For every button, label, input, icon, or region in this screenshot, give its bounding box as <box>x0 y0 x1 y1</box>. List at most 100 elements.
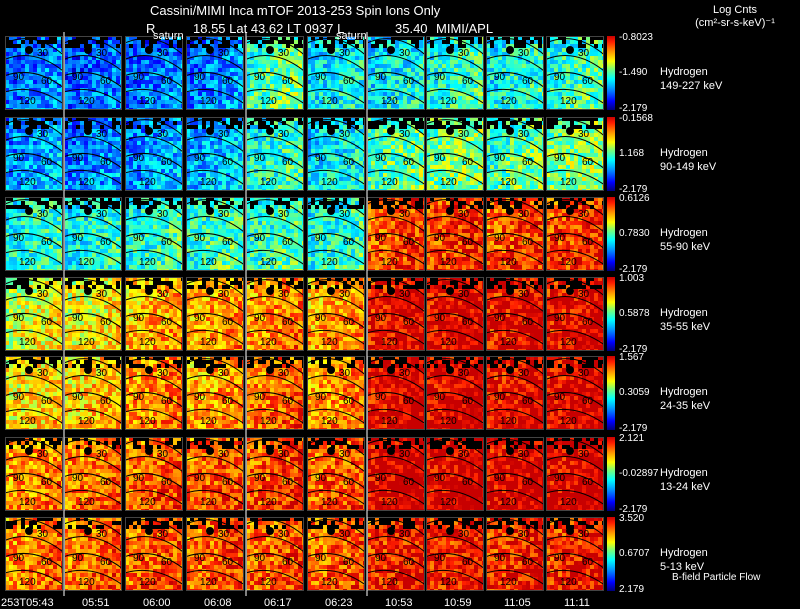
contour-label: 90 <box>254 473 266 484</box>
contour-label: 30 <box>518 289 530 300</box>
contour-label: 30 <box>399 368 411 379</box>
contour-label: 30 <box>278 529 290 540</box>
contour-label: 30 <box>518 529 530 540</box>
row-energy: 35-55 keV <box>660 321 710 334</box>
saturn-marker <box>145 527 153 535</box>
row-species: Hydrogen <box>660 386 708 399</box>
contour-label: 90 <box>133 473 145 484</box>
contour-label: 90 <box>254 72 266 83</box>
colorbar-max: 3.520 <box>619 513 644 524</box>
panel-frame <box>186 117 244 191</box>
contour-label: 60 <box>282 237 294 248</box>
heatmap-panel <box>246 277 304 351</box>
saturn-marker <box>145 46 153 54</box>
colorbar-mid: 1.168 <box>619 148 644 159</box>
panel-frame <box>186 437 244 511</box>
saturn-marker <box>446 527 454 535</box>
colorbar-min: -2.179 <box>619 184 647 195</box>
heatmap-panel <box>367 517 425 591</box>
contour-label: 120 <box>260 337 277 348</box>
time-tick: 11:11 <box>564 597 590 609</box>
time-tick: 06:00 <box>143 597 171 609</box>
contour-label: 90 <box>494 313 506 324</box>
heatmap-panel <box>307 36 365 110</box>
contour-label: 120 <box>321 257 338 268</box>
heatmap-panel <box>186 437 244 511</box>
contour-label: 90 <box>254 233 266 244</box>
contour-label: 120 <box>139 177 156 188</box>
saturn-marker <box>25 207 33 215</box>
contour-label: 30 <box>218 48 230 59</box>
colorbar-max: 1.003 <box>619 273 644 284</box>
contour-label: 120 <box>139 577 156 588</box>
contour-label: 90 <box>434 553 446 564</box>
saturn-marker <box>387 46 395 54</box>
contour-label: 120 <box>139 257 156 268</box>
contour-label: 90 <box>315 233 327 244</box>
contour-label: 120 <box>560 257 577 268</box>
contour-label: 90 <box>375 72 387 83</box>
contour-label: 90 <box>194 313 206 324</box>
saturn-marker <box>266 46 274 54</box>
contour-label: 30 <box>578 289 590 300</box>
contour-label: 60 <box>222 396 234 407</box>
saturn-marker <box>566 447 574 455</box>
contour-label: 120 <box>260 96 277 107</box>
contour-label: 60 <box>343 317 355 328</box>
contour-label: 90 <box>434 233 446 244</box>
contour-label: 30 <box>37 209 49 220</box>
panel-frame <box>186 356 244 430</box>
contour-label: 30 <box>37 129 49 140</box>
saturn-marker <box>506 366 514 374</box>
colorbar-mid: 0.3059 <box>619 387 650 398</box>
contour-label: 30 <box>399 209 411 220</box>
contour-label: 90 <box>13 473 25 484</box>
contour-label: 90 <box>194 473 206 484</box>
panel-frame <box>546 197 604 271</box>
saturn-marker <box>327 46 335 54</box>
contour-label: 30 <box>96 48 108 59</box>
contour-label: 30 <box>96 368 108 379</box>
row-species: Hydrogen <box>660 227 708 240</box>
contour-label: 60 <box>403 557 415 568</box>
contour-label: 90 <box>375 233 387 244</box>
time-tick: 06:23 <box>325 597 353 609</box>
contour-label: 90 <box>494 153 506 164</box>
panel-frame <box>426 437 484 511</box>
heatmap-panel <box>486 437 544 511</box>
contour-label: 30 <box>157 449 169 460</box>
contour-label: 60 <box>522 557 534 568</box>
contour-label: 90 <box>194 72 206 83</box>
saturn-marker <box>25 447 33 455</box>
contour-label: 30 <box>339 129 351 140</box>
panel-frame <box>5 197 63 271</box>
contour-label: 60 <box>582 157 594 168</box>
contour-label: 90 <box>72 313 84 324</box>
contour-label: 30 <box>96 289 108 300</box>
heatmap-panel <box>367 356 425 430</box>
contour-label: 120 <box>440 96 457 107</box>
contour-label: 60 <box>161 396 173 407</box>
contour-label: 120 <box>381 257 398 268</box>
contour-label: 90 <box>133 153 145 164</box>
panel-frame <box>307 277 365 351</box>
heatmap-panel <box>125 437 183 511</box>
contour-label: 90 <box>315 72 327 83</box>
saturn-marker <box>506 527 514 535</box>
contour-label: 60 <box>343 477 355 488</box>
contour-label: 120 <box>200 337 217 348</box>
contour-label: 30 <box>218 129 230 140</box>
contour-label: 120 <box>78 177 95 188</box>
panel-frame <box>426 356 484 430</box>
contour-label: 120 <box>139 337 156 348</box>
contour-label: 60 <box>582 396 594 407</box>
contour-label: 90 <box>315 553 327 564</box>
contour-label: 60 <box>403 237 415 248</box>
panel-frame <box>307 197 365 271</box>
colorbar-max: -0.8023 <box>619 32 653 43</box>
colorbar-segment <box>607 517 615 591</box>
panel-frame <box>186 36 244 110</box>
panel-frame <box>426 277 484 351</box>
panel-frame <box>5 517 63 591</box>
contour-label: 60 <box>403 477 415 488</box>
